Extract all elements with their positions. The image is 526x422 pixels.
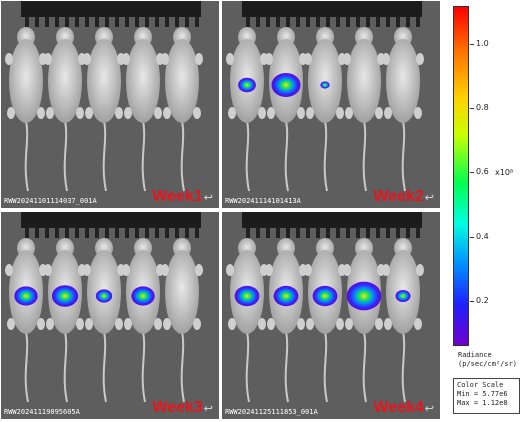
colorbar-exponent: x10⁸ xyxy=(495,168,514,177)
bioluminescence-signal xyxy=(95,289,113,303)
bioluminescence-signal xyxy=(51,285,79,307)
mice-image xyxy=(5,212,203,403)
apparatus-comb xyxy=(242,1,422,27)
bioluminescence-signal xyxy=(395,290,411,302)
mouse xyxy=(83,238,125,403)
file-id: RWW20241125111853_001A xyxy=(225,408,318,416)
tick-mark xyxy=(470,172,474,173)
tick-label: 0.4 xyxy=(476,232,489,241)
mouse xyxy=(265,238,307,403)
mouse xyxy=(226,27,268,192)
apparatus-comb xyxy=(21,1,201,27)
mice-image xyxy=(5,1,203,192)
color-scale-title: Color Scale xyxy=(457,381,504,389)
tick-label: 0.2 xyxy=(476,296,489,305)
bioluminescence-signal xyxy=(271,73,301,97)
file-id: RWW20241114101413A xyxy=(225,197,301,205)
panel-week3: RWW20241119095605A Week3↩ xyxy=(1,212,219,419)
tick-label: 0.8 xyxy=(476,103,489,112)
radiance-color-bar xyxy=(453,6,469,346)
apparatus-comb xyxy=(242,212,422,238)
mouse xyxy=(122,27,164,192)
mouse xyxy=(44,27,86,192)
color-scale-min: Min = 5.77e6 xyxy=(457,390,508,398)
panel-week1: RWW20241101114037_001A Week1↩ xyxy=(1,1,219,208)
bioluminescence-signal xyxy=(346,281,382,311)
mouse xyxy=(343,27,385,192)
tick-mark xyxy=(470,44,474,45)
bioluminescence-signal xyxy=(238,77,256,93)
mouse xyxy=(161,238,203,403)
mouse xyxy=(382,238,424,403)
bioluminescence-signal xyxy=(273,285,299,307)
mouse xyxy=(226,238,268,403)
bioluminescence-signal xyxy=(312,285,338,307)
bioluminescence-signal xyxy=(131,286,155,306)
tick-label: 0.6 xyxy=(476,167,489,176)
panel-week2: RWW20241114101413A Week2↩ xyxy=(222,1,440,208)
file-id: RWW20241119095605A xyxy=(4,408,80,416)
mice-image xyxy=(226,212,424,403)
file-id: RWW20241101114037_001A xyxy=(4,197,97,205)
mice-image xyxy=(226,1,424,192)
panel-week4: RWW20241125111853_001A Week4↩ xyxy=(222,212,440,419)
mouse xyxy=(5,27,47,192)
color-scale-box: Color Scale Min = 5.77e6 Max = 1.12e8 xyxy=(453,378,520,414)
bioluminescence-signal xyxy=(14,286,38,306)
mouse xyxy=(122,238,164,403)
radiance-units-label: Radiance (p/sec/cm²/sr) xyxy=(458,351,518,368)
tick-mark xyxy=(470,237,474,238)
bioluminescence-signal xyxy=(320,81,330,89)
tick-label: 1.0 xyxy=(476,39,489,48)
week-label: Week1↩ xyxy=(152,188,213,205)
mouse xyxy=(304,238,346,403)
mouse xyxy=(44,238,86,403)
bioluminescence-signal xyxy=(234,285,260,307)
tick-mark xyxy=(470,108,474,109)
mouse xyxy=(5,238,47,403)
apparatus-comb xyxy=(21,212,201,238)
week-label: Week4↩ xyxy=(373,399,434,416)
mouse xyxy=(304,27,346,192)
mouse xyxy=(343,238,385,403)
week-label: Week3↩ xyxy=(152,399,213,416)
week-label: Week2↩ xyxy=(373,188,434,205)
mouse xyxy=(83,27,125,192)
mouse xyxy=(161,27,203,192)
mouse xyxy=(265,27,307,192)
mouse xyxy=(382,27,424,192)
tick-mark xyxy=(470,301,474,302)
color-scale-max: Max = 1.12e8 xyxy=(457,399,508,407)
